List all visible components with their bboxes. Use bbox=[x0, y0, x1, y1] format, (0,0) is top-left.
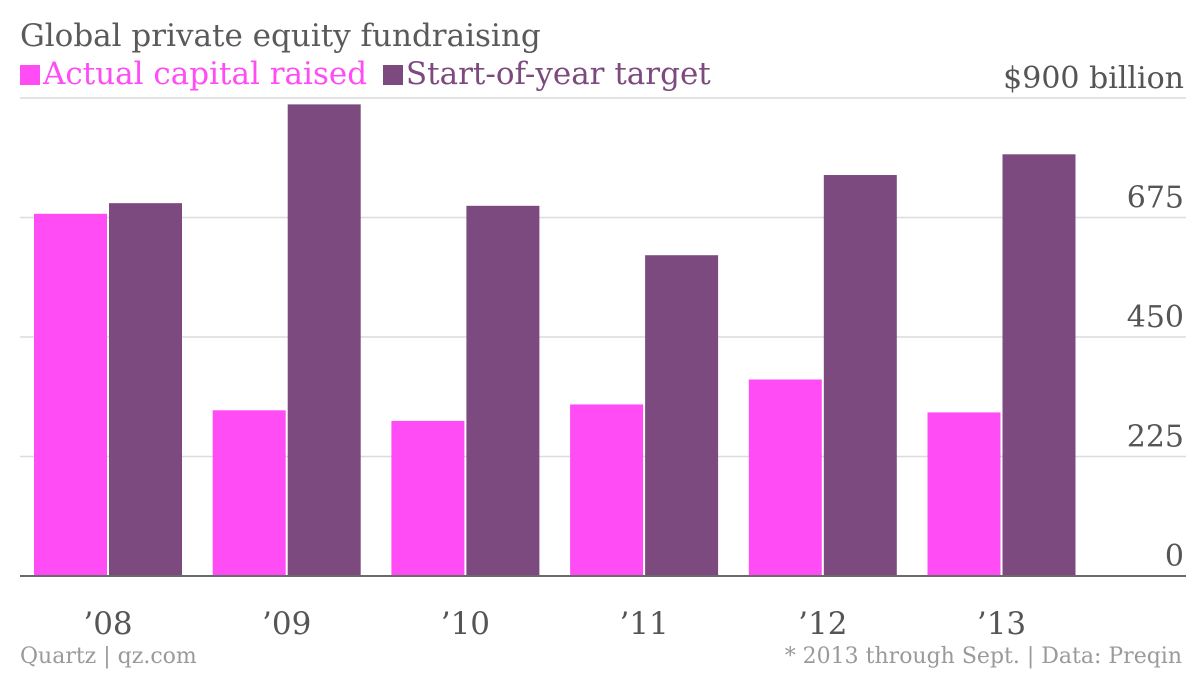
source-credit: Quartz | qz.com bbox=[20, 644, 197, 669]
bar-target bbox=[823, 175, 897, 576]
legend: Actual capital raised Start-of-year targ… bbox=[20, 56, 717, 92]
bar-target bbox=[109, 203, 182, 576]
bar-actual bbox=[212, 410, 286, 576]
bar-target bbox=[287, 104, 361, 576]
bar-target bbox=[466, 205, 540, 576]
y-tick-label: 450 bbox=[1127, 300, 1184, 335]
legend-swatch-actual bbox=[20, 65, 40, 85]
x-tick-label: ’11 bbox=[619, 606, 668, 642]
x-tick-label: ’13 bbox=[977, 606, 1026, 642]
data-note: * 2013 through Sept. | Data: Preqin bbox=[784, 644, 1182, 669]
bar-actual bbox=[391, 420, 465, 576]
x-tick-label: ’08 bbox=[83, 606, 132, 642]
y-tick-label: 0 bbox=[1165, 539, 1184, 574]
bar-actual bbox=[927, 412, 1001, 576]
bar-target bbox=[645, 255, 719, 576]
y-tick-label: 225 bbox=[1127, 420, 1184, 455]
legend-swatch-target bbox=[382, 65, 403, 85]
x-tick-label: ’10 bbox=[441, 606, 490, 642]
legend-label-target: Start-of-year target bbox=[405, 56, 711, 92]
legend-item-actual: Actual capital raised bbox=[20, 56, 367, 92]
legend-label-actual: Actual capital raised bbox=[43, 56, 368, 92]
legend-item-target: Start-of-year target bbox=[382, 56, 711, 92]
bar-actual bbox=[34, 213, 107, 576]
chart-title: Global private equity fundraising bbox=[20, 18, 541, 54]
y-tick-label: 675 bbox=[1127, 181, 1184, 216]
x-tick-label: ’09 bbox=[262, 606, 311, 642]
bar-target bbox=[1002, 154, 1076, 576]
bar-actual bbox=[748, 379, 822, 576]
bar-actual bbox=[570, 404, 644, 576]
y-tick-label: $900 billion bbox=[1003, 61, 1184, 96]
x-tick-label: ’12 bbox=[798, 606, 847, 642]
